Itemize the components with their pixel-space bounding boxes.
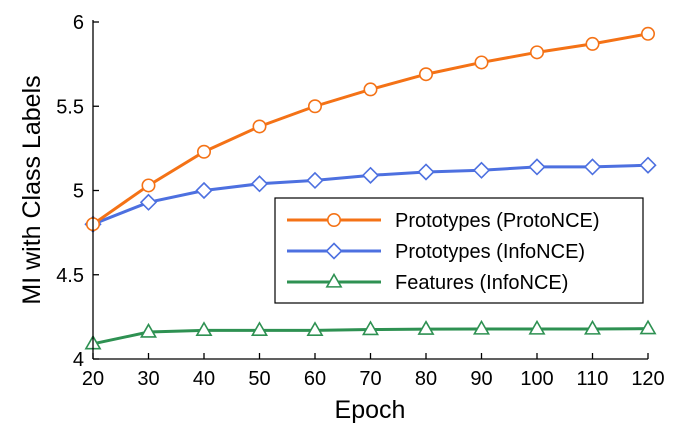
series-layer xyxy=(84,26,657,350)
data-point xyxy=(639,156,657,174)
legend-item: Prototypes (ProtoNCE) xyxy=(287,210,600,232)
data-point xyxy=(418,67,433,82)
data-point xyxy=(306,321,324,337)
legend-marker-diamond xyxy=(325,242,343,260)
data-point xyxy=(417,163,435,181)
data-point xyxy=(195,181,213,200)
data-point xyxy=(472,319,491,335)
x-tick-label: 50 xyxy=(248,368,270,390)
data-point xyxy=(529,45,544,60)
data-point xyxy=(640,26,655,41)
legend-label: Features (InfoNCE) xyxy=(395,272,568,294)
legend-marker-circle xyxy=(326,213,341,228)
y-tick-label: 4 xyxy=(73,349,84,371)
x-tick-label: 120 xyxy=(631,368,664,390)
legend-item: Features (InfoNCE) xyxy=(287,272,568,294)
data-point xyxy=(197,144,212,159)
x-tick-label: 70 xyxy=(359,368,381,390)
data-point xyxy=(141,178,156,193)
x-tick-label: 90 xyxy=(470,368,492,390)
data-point xyxy=(583,319,602,335)
x-tick-label: 100 xyxy=(520,368,553,390)
data-point xyxy=(585,36,600,51)
x-axis-title: Epoch xyxy=(335,396,406,424)
x-tick-label: 110 xyxy=(577,368,609,390)
data-point xyxy=(139,322,158,338)
data-point xyxy=(472,161,491,179)
y-tick-label: 6 xyxy=(73,12,84,34)
x-tick-label: 80 xyxy=(415,368,437,390)
axes: 20 30 40 50 60 70 80 90 100 110 120 4 4.5 5 5.5 6 xyxy=(56,12,665,390)
data-point xyxy=(639,319,657,335)
series-circle xyxy=(86,26,655,232)
y-axis-title: MI with Class Labels xyxy=(18,75,46,304)
data-point xyxy=(361,166,380,184)
data-point xyxy=(250,321,269,337)
data-point xyxy=(528,319,546,335)
x-tick-label: 60 xyxy=(304,368,326,390)
legend-label: Prototypes (InfoNCE) xyxy=(395,241,585,263)
legend-item: Prototypes (InfoNCE) xyxy=(287,241,585,263)
x-tick-label: 20 xyxy=(82,368,104,390)
data-point xyxy=(306,171,324,190)
data-point xyxy=(417,320,435,335)
data-point xyxy=(307,99,322,114)
x-tick-label: 30 xyxy=(137,368,159,390)
y-tick-label: 5 xyxy=(73,181,84,203)
legend-marker-triangle xyxy=(325,272,343,288)
data-point xyxy=(361,320,380,336)
data-point xyxy=(583,158,602,176)
series-triangle xyxy=(84,319,657,350)
legend: Prototypes (ProtoNCE) Prototypes (InfoNCE… xyxy=(274,197,644,304)
data-point xyxy=(252,119,267,134)
y-tick-label: 4.5 xyxy=(56,265,84,287)
data-point xyxy=(139,193,158,211)
x-tick-label: 40 xyxy=(193,368,215,390)
data-point xyxy=(195,321,213,337)
data-point xyxy=(363,82,378,97)
data-point xyxy=(250,175,269,193)
data-point xyxy=(474,55,489,70)
y-tick-label: 5.5 xyxy=(56,96,84,118)
data-point xyxy=(528,158,546,176)
legend-label: Prototypes (ProtoNCE) xyxy=(395,210,600,232)
